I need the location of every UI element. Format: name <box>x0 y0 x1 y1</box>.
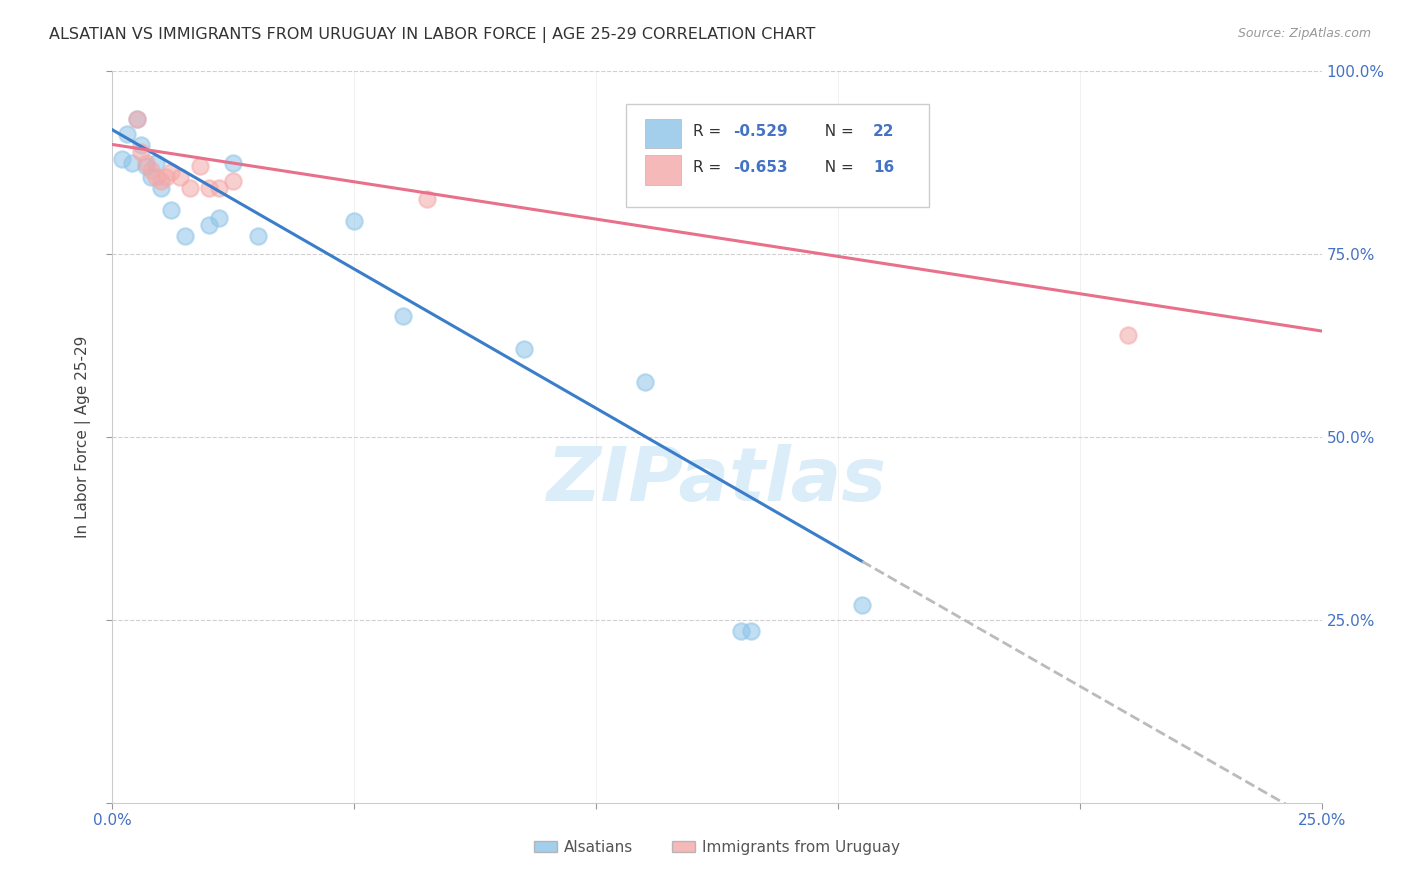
Point <box>149 181 172 195</box>
Point <box>169 170 191 185</box>
Text: R =: R = <box>693 161 725 176</box>
Point <box>512 343 534 357</box>
Point <box>135 156 157 170</box>
Point <box>1116 327 1139 342</box>
FancyBboxPatch shape <box>626 104 929 207</box>
Text: 22: 22 <box>873 124 894 139</box>
Point <box>121 156 143 170</box>
Point <box>145 156 167 170</box>
Point <box>141 170 163 185</box>
Point <box>155 170 177 185</box>
Point <box>125 112 148 126</box>
Point <box>730 624 752 638</box>
Point <box>159 165 181 179</box>
Text: ZIPatlas: ZIPatlas <box>547 444 887 517</box>
Point <box>198 218 221 232</box>
Point <box>179 181 201 195</box>
Text: N =: N = <box>815 161 859 176</box>
Point <box>222 174 245 188</box>
Point <box>115 127 138 141</box>
Point <box>633 376 655 390</box>
Point <box>246 228 269 243</box>
Point <box>416 193 439 207</box>
Point <box>125 112 148 126</box>
FancyBboxPatch shape <box>644 155 681 185</box>
Point <box>131 145 153 159</box>
Point <box>159 203 181 218</box>
Point <box>145 170 167 185</box>
Legend: Alsatians, Immigrants from Uruguay: Alsatians, Immigrants from Uruguay <box>527 834 907 861</box>
Point <box>135 160 157 174</box>
Point <box>188 160 211 174</box>
Point <box>141 163 163 178</box>
Point <box>222 156 245 170</box>
Y-axis label: In Labor Force | Age 25-29: In Labor Force | Age 25-29 <box>75 336 91 538</box>
Text: ALSATIAN VS IMMIGRANTS FROM URUGUAY IN LABOR FORCE | AGE 25-29 CORRELATION CHART: ALSATIAN VS IMMIGRANTS FROM URUGUAY IN L… <box>49 27 815 43</box>
Point <box>391 310 413 324</box>
Point <box>740 624 762 638</box>
Point <box>208 181 231 195</box>
Text: -0.653: -0.653 <box>733 161 787 176</box>
Text: Source: ZipAtlas.com: Source: ZipAtlas.com <box>1237 27 1371 40</box>
Point <box>174 228 197 243</box>
Point <box>111 152 134 166</box>
Point <box>851 599 873 613</box>
Point <box>131 137 153 152</box>
Point <box>198 181 221 195</box>
Text: R =: R = <box>693 124 725 139</box>
Point <box>149 174 172 188</box>
Text: 16: 16 <box>873 161 894 176</box>
FancyBboxPatch shape <box>644 119 681 148</box>
Point <box>208 211 231 225</box>
Text: N =: N = <box>815 124 859 139</box>
Text: -0.529: -0.529 <box>733 124 787 139</box>
Point <box>343 214 366 228</box>
